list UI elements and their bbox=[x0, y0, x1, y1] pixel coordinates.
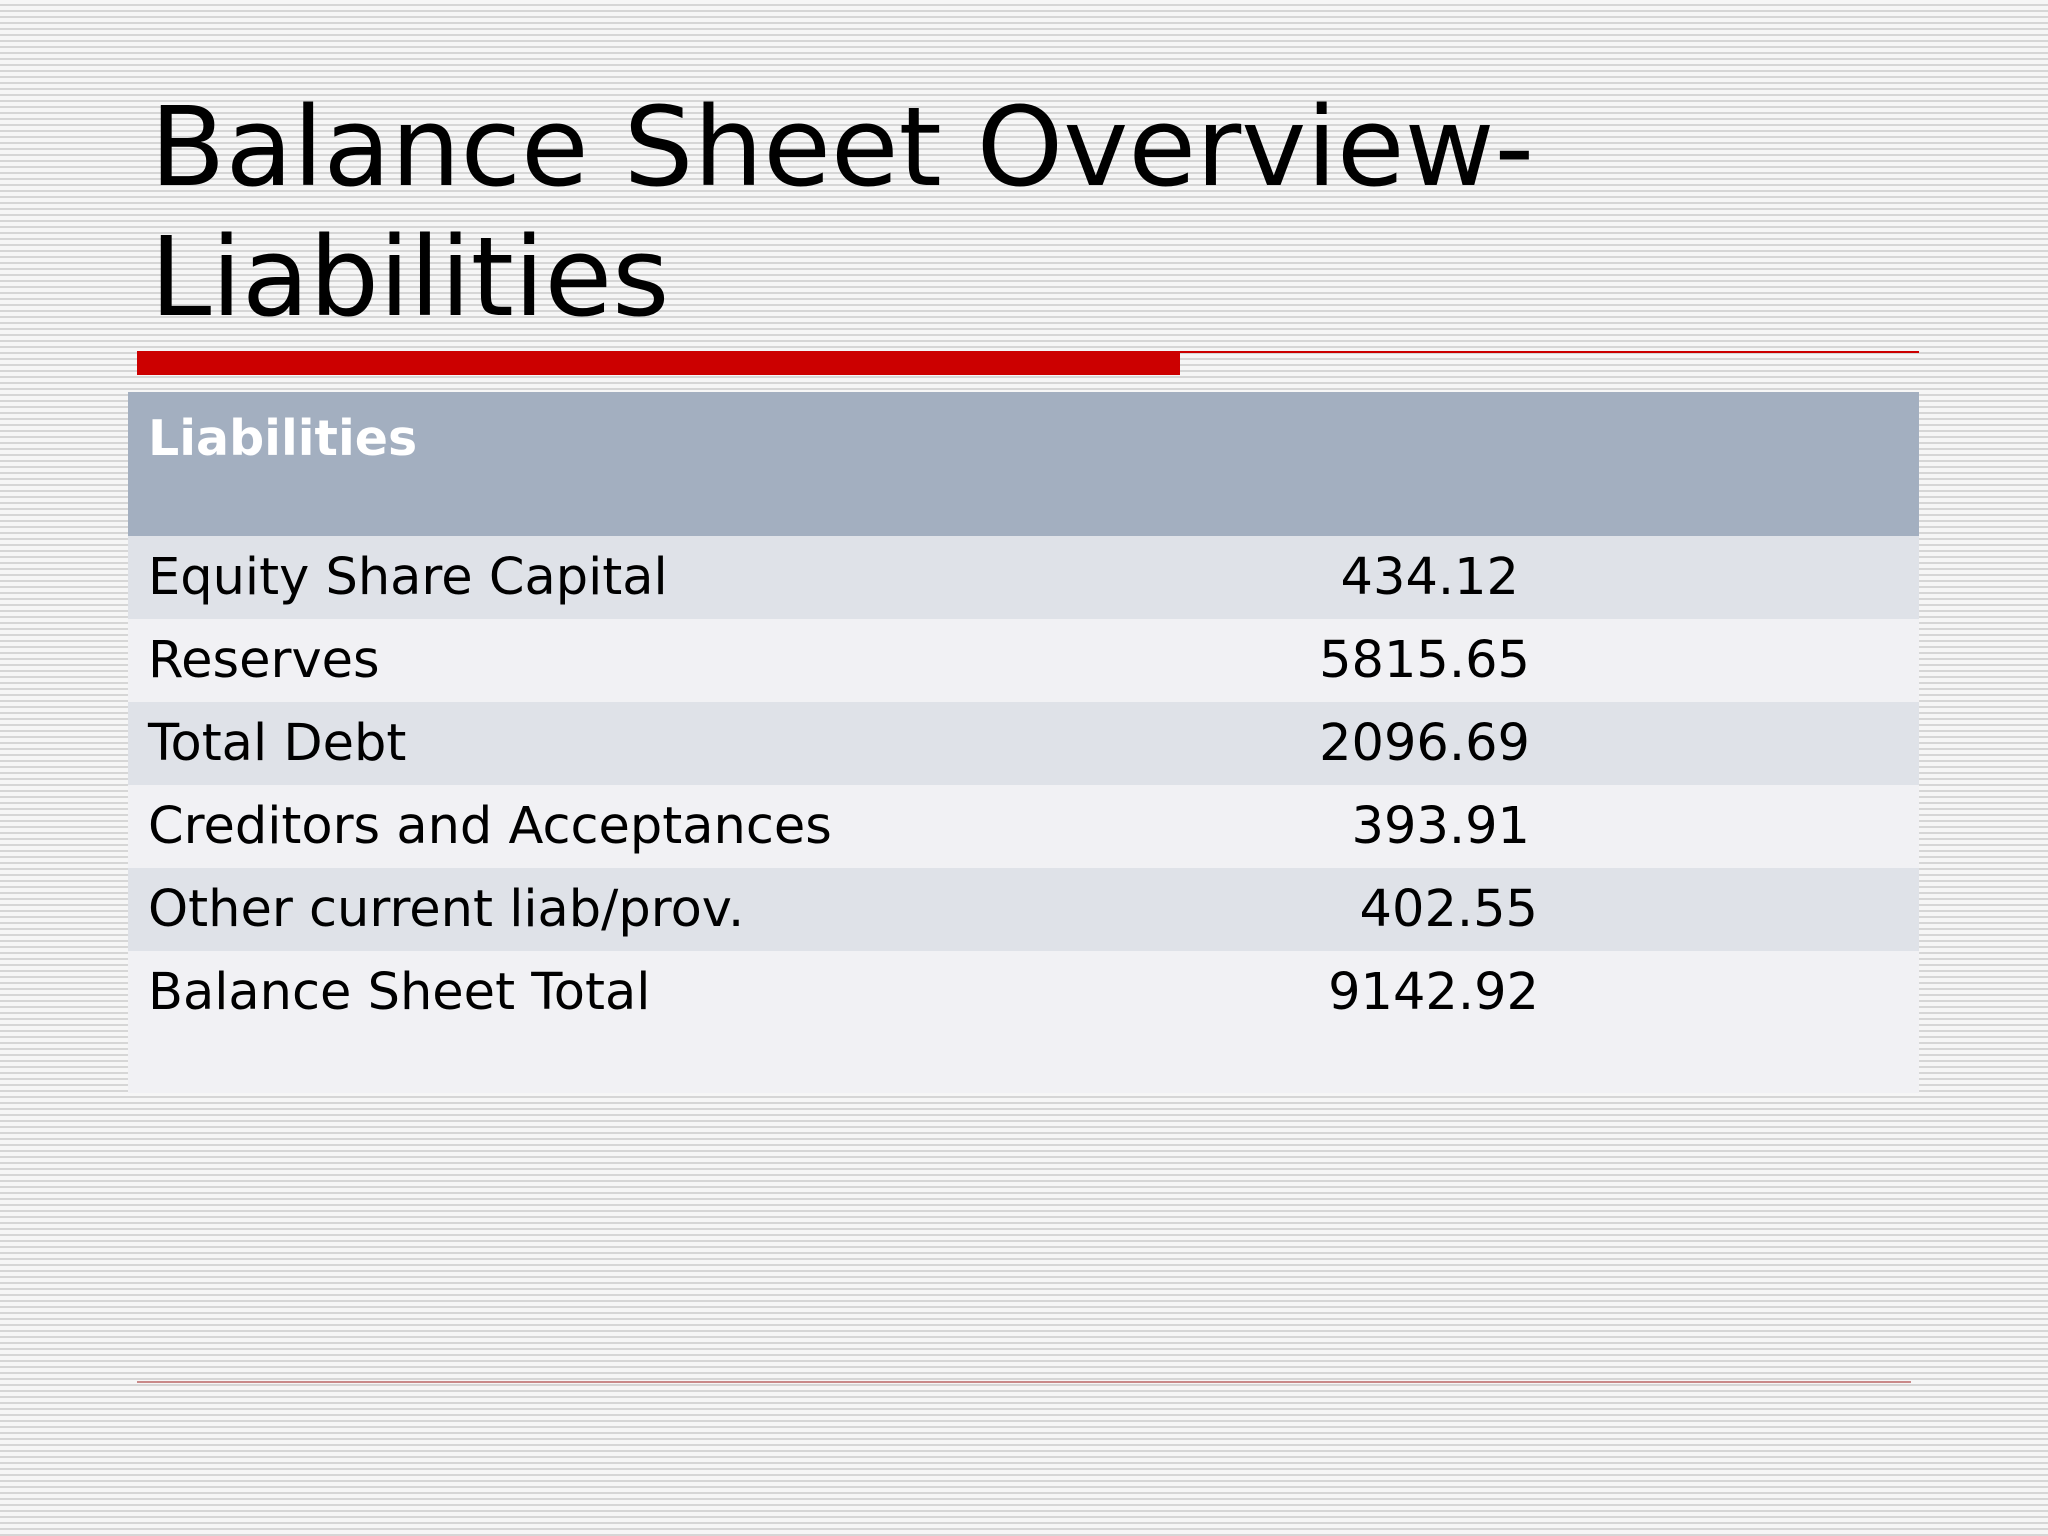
table-header-label: Liabilities bbox=[148, 410, 418, 467]
row-label: Other current liab/prov. bbox=[148, 880, 745, 939]
table-row: Other current liab/prov. 402.55 bbox=[128, 868, 1919, 951]
footer-rule bbox=[137, 1381, 1911, 1383]
row-label: Balance Sheet Total bbox=[148, 963, 651, 1022]
title-underline-accent bbox=[137, 351, 1180, 375]
row-value: 434.12 bbox=[1340, 548, 1519, 607]
table-row: Creditors and Acceptances 393.91 bbox=[128, 785, 1919, 868]
liabilities-table: Liabilities Equity Share Capital 434.12 … bbox=[128, 392, 1919, 1093]
table-header: Liabilities bbox=[128, 392, 1919, 536]
slide-title-line-1: Balance Sheet Overview- bbox=[150, 83, 1535, 211]
row-label: Reserves bbox=[148, 631, 380, 690]
row-label: Creditors and Acceptances bbox=[148, 797, 832, 856]
row-value: 9142.92 bbox=[1328, 963, 1539, 1022]
row-value: 5815.65 bbox=[1319, 631, 1530, 690]
table-row: Equity Share Capital 434.12 bbox=[128, 536, 1919, 619]
row-label: Equity Share Capital bbox=[148, 548, 668, 607]
row-label: Total Debt bbox=[148, 714, 407, 773]
table-row: Total Debt 2096.69 bbox=[128, 702, 1919, 785]
row-value: 402.55 bbox=[1359, 880, 1538, 939]
row-value: 2096.69 bbox=[1319, 714, 1530, 773]
title-underline-rule bbox=[1180, 351, 1919, 353]
row-value: 393.91 bbox=[1351, 797, 1530, 856]
table-row: Balance Sheet Total 9142.92 bbox=[128, 951, 1919, 1093]
slide-title-line-2: Liabilities bbox=[150, 213, 670, 341]
table-row: Reserves 5815.65 bbox=[128, 619, 1919, 702]
slide-title: Balance Sheet Overview- Liabilities bbox=[150, 82, 1850, 342]
